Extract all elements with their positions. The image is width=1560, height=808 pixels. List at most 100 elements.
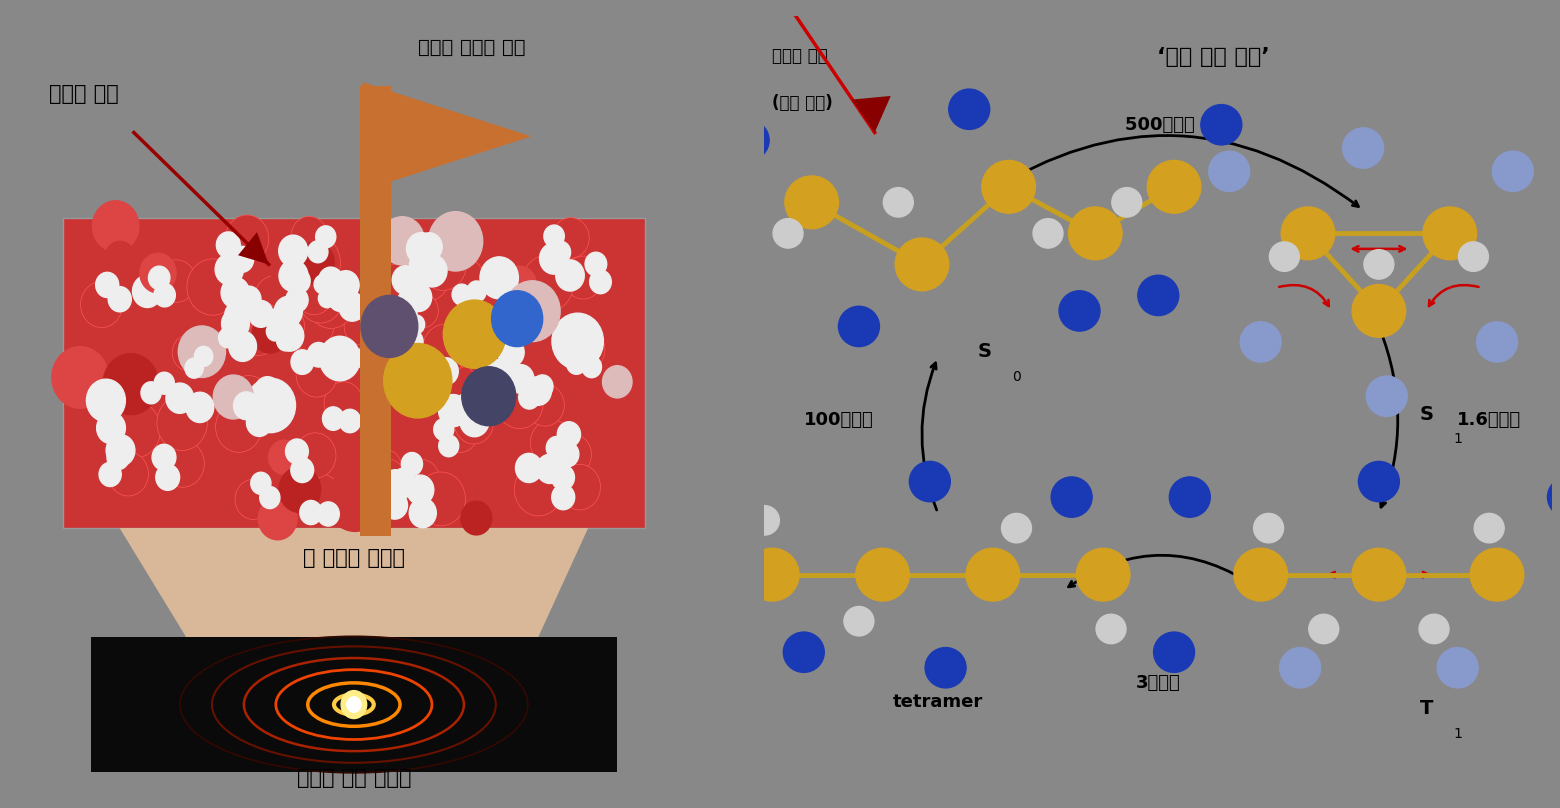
Circle shape — [314, 275, 331, 294]
Text: 100나노초: 100나노초 — [803, 410, 874, 428]
Circle shape — [234, 392, 259, 419]
FancyBboxPatch shape — [62, 218, 644, 528]
Circle shape — [526, 384, 565, 426]
Circle shape — [356, 301, 374, 321]
Circle shape — [103, 354, 159, 415]
Circle shape — [585, 252, 607, 276]
Circle shape — [106, 435, 134, 466]
Circle shape — [259, 486, 279, 508]
Circle shape — [460, 405, 490, 437]
Circle shape — [409, 498, 437, 528]
Circle shape — [172, 335, 206, 371]
Circle shape — [315, 225, 335, 248]
Text: 펨토초 엑스선 펄스: 펨토초 엑스선 펄스 — [418, 38, 526, 57]
Circle shape — [680, 477, 722, 517]
Circle shape — [1477, 322, 1518, 362]
Circle shape — [474, 395, 495, 419]
FancyBboxPatch shape — [90, 637, 616, 772]
Circle shape — [368, 340, 387, 361]
Circle shape — [909, 461, 950, 502]
Circle shape — [530, 419, 573, 465]
Circle shape — [406, 283, 432, 312]
Circle shape — [215, 402, 262, 452]
Circle shape — [246, 409, 271, 436]
Circle shape — [1423, 207, 1477, 259]
Circle shape — [381, 350, 412, 384]
Polygon shape — [120, 528, 588, 714]
Circle shape — [551, 241, 571, 263]
Circle shape — [552, 217, 590, 259]
Circle shape — [108, 401, 161, 458]
Circle shape — [515, 463, 563, 516]
Circle shape — [1059, 291, 1100, 331]
Circle shape — [746, 549, 799, 601]
Circle shape — [195, 347, 212, 366]
Circle shape — [401, 452, 423, 476]
Circle shape — [296, 242, 334, 284]
Circle shape — [488, 318, 515, 347]
Circle shape — [399, 302, 417, 322]
Polygon shape — [239, 232, 268, 264]
Circle shape — [279, 467, 321, 512]
Circle shape — [441, 413, 477, 452]
Circle shape — [381, 217, 424, 265]
Circle shape — [307, 343, 329, 367]
Circle shape — [100, 462, 122, 486]
Circle shape — [1437, 647, 1479, 688]
Circle shape — [460, 501, 491, 535]
Circle shape — [1279, 647, 1321, 688]
Circle shape — [376, 485, 396, 507]
Circle shape — [569, 330, 605, 369]
Text: 3나노초: 3나노초 — [1136, 674, 1181, 692]
Circle shape — [97, 412, 125, 444]
Circle shape — [285, 439, 309, 464]
Circle shape — [454, 401, 493, 444]
Circle shape — [346, 696, 360, 713]
Circle shape — [236, 479, 271, 520]
Circle shape — [1002, 513, 1031, 543]
Circle shape — [555, 441, 579, 467]
Circle shape — [546, 436, 568, 459]
Circle shape — [532, 375, 552, 398]
Circle shape — [254, 377, 281, 405]
Circle shape — [452, 284, 471, 305]
Circle shape — [296, 352, 337, 397]
Circle shape — [1051, 477, 1092, 517]
Circle shape — [133, 275, 162, 308]
Circle shape — [360, 296, 418, 357]
Circle shape — [215, 254, 243, 285]
Circle shape — [491, 291, 543, 347]
Circle shape — [409, 254, 435, 282]
Circle shape — [1363, 250, 1393, 279]
Circle shape — [379, 263, 418, 306]
Circle shape — [378, 474, 396, 495]
FancyBboxPatch shape — [359, 86, 392, 536]
Circle shape — [948, 89, 989, 129]
Circle shape — [187, 259, 239, 315]
Circle shape — [401, 330, 423, 353]
Circle shape — [156, 465, 179, 490]
Circle shape — [554, 434, 591, 475]
Circle shape — [895, 238, 948, 291]
Circle shape — [1343, 128, 1384, 168]
Circle shape — [234, 296, 278, 343]
Text: 1: 1 — [1454, 431, 1462, 446]
Circle shape — [234, 307, 273, 349]
Circle shape — [271, 248, 318, 299]
Circle shape — [1112, 187, 1142, 217]
Circle shape — [1069, 207, 1122, 259]
Circle shape — [384, 343, 452, 418]
Circle shape — [158, 260, 197, 302]
Circle shape — [465, 326, 513, 379]
Circle shape — [259, 498, 296, 540]
Circle shape — [108, 445, 129, 469]
Circle shape — [321, 270, 353, 304]
Circle shape — [399, 393, 452, 452]
Circle shape — [222, 309, 250, 339]
Circle shape — [749, 506, 780, 535]
Circle shape — [423, 324, 468, 374]
Circle shape — [966, 549, 1020, 601]
Circle shape — [251, 472, 271, 494]
Circle shape — [367, 449, 402, 487]
Circle shape — [226, 318, 259, 355]
